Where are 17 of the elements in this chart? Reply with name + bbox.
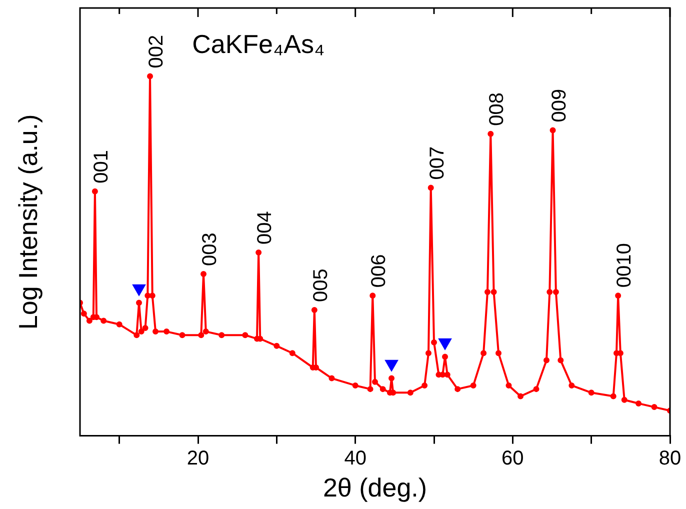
annotation: 002: [146, 34, 168, 68]
annotation: 005: [310, 268, 332, 302]
x-tick-label: 80: [658, 447, 682, 470]
chart-title: CaKFe₄As₄: [192, 29, 325, 59]
annotation: 004: [254, 211, 276, 244]
annotation: 006: [368, 254, 390, 288]
x-tick-label: 40: [344, 447, 366, 470]
x-tick-label: 60: [502, 447, 524, 470]
annotation: 008: [486, 92, 508, 126]
annotation: 007: [426, 146, 448, 180]
annotation: 003: [199, 232, 222, 266]
annotation: 001: [90, 150, 112, 184]
x-tick-label: 20: [186, 447, 210, 470]
x-axis-title: 2θ (deg.): [322, 472, 428, 503]
annotation: 009: [548, 88, 570, 122]
y-axis-title: Log Intensity (a.u.): [13, 114, 44, 330]
annotation: 0010: [614, 243, 636, 288]
